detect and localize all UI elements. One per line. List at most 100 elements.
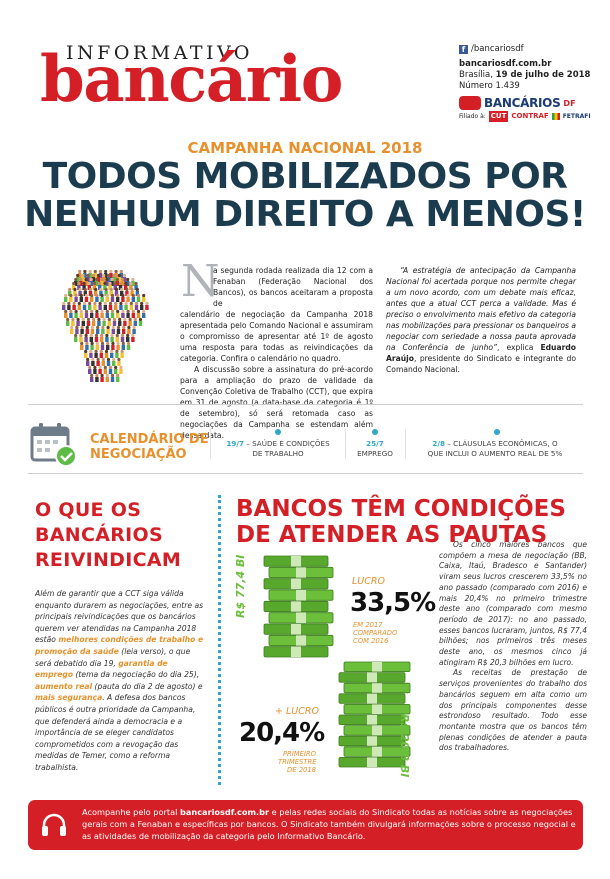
lead-paragraph-2: A discussão sobre a assinatura do pré-ac… [180, 365, 373, 440]
bancarios-logo-icon [459, 96, 481, 110]
footer-banner: Acompanhe pelo portal bancariosdf.com.br… [28, 800, 583, 850]
campaign-kicker: CAMPANHA NACIONAL 2018 [187, 139, 423, 157]
calendar-separator [405, 429, 406, 459]
bancarios-logo-text: BANCÁRIOS [484, 95, 561, 110]
demands-highlight: garantia de emprego [35, 658, 168, 680]
facebook-handle[interactable]: /bancariosdf [471, 44, 524, 54]
calendar-timeline-dot [494, 429, 500, 435]
lead-column-1: a segunda rodada realizada dia 12 com a … [180, 265, 373, 441]
calendar-top-rule [28, 404, 583, 405]
union-logo: BANCÁRIOS DF [459, 96, 604, 110]
stat-note-line: COM 2016 [353, 637, 389, 646]
demands-highlight: melhores condições de trabalho e promoçã… [35, 635, 204, 656]
masthead-info: f /bancariosdf bancariosdf.com.br Brasíl… [459, 44, 604, 122]
cut-logo: CUT [488, 111, 509, 122]
quoted-person-name: Eduardo Araújo [386, 343, 576, 363]
stat-note-line: PRIMEIRO [282, 750, 316, 758]
demands-text: . A defesa dos bancos públicos é outra p… [35, 693, 196, 772]
attribution-post: , presidente do Sindicato e integrante d… [386, 354, 576, 374]
stat-label: + LUCRO [275, 706, 319, 717]
calendar-item: 25/7 EMPREGO [348, 439, 402, 458]
calendar-bottom-rule [28, 473, 583, 474]
footer-text-part: Acompanhe pelo portal [82, 807, 180, 817]
facebook-row[interactable]: f /bancariosdf [459, 44, 604, 55]
calendar-item: 2/8 – CLÁUSULAS ECONÔMICAS, O QUE INCLUI… [410, 439, 580, 458]
calendar-separator [345, 429, 346, 459]
calendar-item: 19/7 – SAÚDE E CONDIÇÕES DE TRABALHO [214, 439, 342, 458]
calendar-item-date: 2/8 [432, 439, 446, 448]
footer-text-part: e pelas redes sociais do Sindicato todas… [82, 807, 576, 841]
attribution-pre: , explica [496, 343, 541, 352]
money-stack-icon [263, 555, 334, 658]
lead-column-2: “A estratégia de antecipação da Campanha… [386, 265, 576, 375]
masthead: INFORMATIVO bancário f /bancariosdf banc… [0, 0, 610, 130]
calendar-title: CALENDÁRIO DE NEGOCIAÇÃO [90, 432, 209, 462]
lead-paragraph-1a: a segunda rodada realizada dia 12 com a … [213, 266, 373, 308]
column-divider [218, 495, 221, 785]
money-stack-icon [338, 661, 411, 768]
masthead-informativo: INFORMATIVO [66, 42, 253, 64]
lead-paragraph-1b: calendário de negociação da Campanha 201… [180, 310, 373, 363]
masthead-title: bancário [40, 42, 343, 117]
stat-note: PRIMEIRO TRIMESTRE DE 2018 [278, 750, 317, 775]
calendar-item-text: EMPREGO [357, 448, 393, 458]
demands-title: O QUE OS BANCÁRIOS REIVINDICAM [35, 498, 215, 573]
footer-site-link[interactable]: bancariosdf.com.br [179, 807, 270, 817]
negotiation-calendar: CALENDÁRIO DE NEGOCIAÇÃO 19/7 – SAÚDE E … [28, 397, 583, 481]
stat-note-line: DE 2018 [287, 766, 316, 775]
stat-note: EM 2017 COMPARADO COM 2016 [353, 621, 397, 646]
facebook-icon: f [459, 45, 468, 54]
calendar-title-line-2: NEGOCIAÇÃO [90, 447, 187, 462]
demands-text: Além de garantir que a CCT siga válida e… [35, 589, 204, 645]
date-prefix: Brasília, [459, 70, 496, 80]
fetrafi-logo-icon [551, 113, 560, 120]
calendar-item-text: – CLÁUSULAS ECONÔMICAS, O [445, 439, 558, 448]
dropcap-letter: N [181, 256, 220, 307]
calendar-item-date: 25/7 [366, 439, 384, 448]
demands-title-line-3: REIVINDICAM [35, 549, 182, 571]
issue-number: Número 1.439 [459, 81, 520, 91]
calendar-separator [210, 429, 211, 459]
stat-note-line: EM 2017 [353, 621, 383, 629]
quote-text: “A estratégia de antecipação da Campanha… [386, 266, 576, 352]
calendar-item-date: 19/7 [226, 439, 244, 448]
stat-note-line: COMPARADO [353, 629, 398, 638]
banks-body: Os cinco maiores bancos que compõem a me… [439, 540, 587, 754]
demands-body: Além de garantir que a CCT siga válida e… [35, 588, 208, 774]
banks-title-line-1: BANCOS TÊM CONDIÇÕES [236, 496, 566, 522]
banks-title: BANCOS TÊM CONDIÇÕES DE ATENDER AS PAUTA… [236, 496, 606, 548]
calendar-item-text: QUE INCLUI O AUMENTO REAL DE 5% [427, 448, 563, 458]
demands-title-line-1: O QUE OS [35, 499, 142, 521]
headline-line-2: NENHUM DIREITO A MENOS! [24, 194, 586, 235]
demands-highlight: aumento real [35, 681, 93, 691]
demands-highlight: mais segurança [35, 693, 103, 703]
filiado-label: Filiado à: [459, 113, 486, 120]
main-headline: TODOS MOBILIZADOS POR NENHUM DIREITO A M… [0, 158, 610, 234]
headline-line-1: TODOS MOBILIZADOS POR [42, 156, 568, 197]
calendar-check-icon [30, 423, 77, 467]
calendar-timeline-dot [275, 429, 281, 435]
stat-label: LUCRO [352, 576, 385, 587]
banks-title-line-2: DE ATENDER AS PAUTAS [236, 522, 548, 548]
banks-paragraph-2: As receitas de prestação de serviços pro… [439, 668, 587, 753]
calendar-title-line-1: CALENDÁRIO DE [90, 432, 209, 447]
headphones-icon [42, 813, 66, 836]
profit-amount-2018: R$ 20,3 BI [398, 714, 411, 778]
demands-text: (leia verso), o que será debatido dia 19… [35, 646, 191, 668]
footer-text: Acompanhe pelo portal bancariosdf.com.br… [82, 806, 576, 842]
stat-value: 33,5% [350, 588, 436, 618]
fetrafi-logo: FETRAFI [562, 113, 591, 120]
calendar-item-text: – SAÚDE E CONDIÇÕES [243, 439, 330, 448]
bancarios-logo-df: DF [563, 98, 576, 108]
profit-amount-2017: R$ 77,4 BI [234, 554, 247, 618]
calendar-timeline-dot [372, 429, 378, 435]
stat-note-line: TRIMESTRE [278, 758, 317, 767]
banks-paragraph-1: Os cinco maiores bancos que compõem a me… [439, 540, 587, 667]
calendar-item-text: DE TRABALHO [252, 448, 304, 458]
raised-fist-crowd-illustration [62, 269, 149, 382]
website-link[interactable]: bancariosdf.com.br [459, 59, 552, 69]
contraf-logo: CONTRAF [511, 112, 549, 120]
lead-quote: “A estratégia de antecipação da Campanha… [386, 265, 576, 375]
affiliation-logos: Filiado à: CUT CONTRAF FETRAFI [459, 111, 604, 122]
demands-title-line-2: BANCÁRIOS [35, 524, 163, 546]
